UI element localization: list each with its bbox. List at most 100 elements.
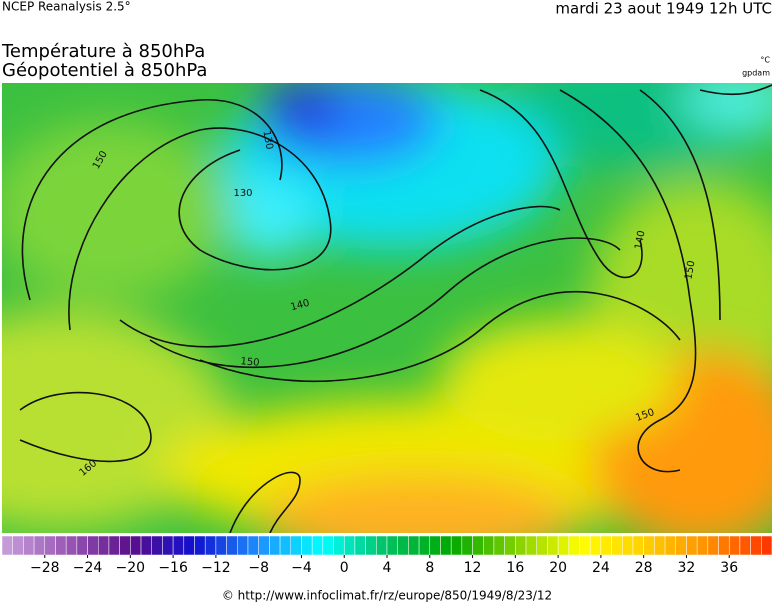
colorbar-cell [675,535,687,556]
colorbar-cell [247,535,259,556]
title-temperature: Température à 850hPa [1,41,205,62]
colorbar-cell [258,535,270,556]
colorbar-tick-label: 28 [635,560,653,576]
colorbar-cell [728,535,741,556]
colorbar-cell [183,535,195,556]
footer: © http://www.infoclimat.fr/rz/europe/850… [222,589,552,603]
colorbar-cell [600,535,612,556]
colorbar-cell [568,535,580,556]
temperature-field [2,83,772,533]
colorbar-cell [162,535,174,556]
colorbar-cell [483,535,495,556]
colorbar-cell [493,535,505,556]
colorbar-tick-label: 12 [464,560,482,576]
colorbar-cell [579,535,591,556]
colorbar-cell [418,535,431,556]
colorbar-cell [215,535,227,556]
colorbar-cell [397,535,409,556]
colorbar-tick-label: −8 [248,560,269,576]
title-geopotential: Géopotentiel à 850hPa [2,60,207,81]
colorbar-cell [611,535,623,556]
date: mardi 23 aout 1949 12h UTC [555,0,772,18]
colorbar-cell [632,535,644,556]
colorbar-cell [343,535,356,556]
colorbar-cell [761,535,773,556]
colorbar-cell [739,535,751,556]
colorbar-cell [151,535,163,556]
colorbar-cell [12,535,24,556]
colorbar-cell [515,535,527,556]
unit-temperature: °C [760,56,770,65]
colorbar-cell [226,535,238,556]
geopotential-contours [19,84,772,533]
colorbar-cell [87,535,99,556]
colorbar-cell [301,535,313,556]
colorbar-cell [365,535,377,556]
colorbar-cell [311,535,324,556]
colorbar-tick-label: −24 [73,560,103,576]
colorbar-cell [386,535,398,556]
source: NCEP Reanalysis 2.5° [2,0,131,14]
colorbar-tick-label: 20 [549,560,567,576]
colorbar-cell [557,535,570,556]
colorbar-cell [654,535,666,556]
contour-label: 140 [633,230,647,251]
colorbar-cell [461,535,473,556]
colorbar-cell [589,535,602,556]
colorbar-cell [290,535,302,556]
colorbar-cell [269,535,281,556]
colorbar-cell [750,535,762,556]
colorbar-cell [55,535,67,556]
colorbar-cell [1,535,13,556]
colorbar-cell [237,535,249,556]
colorbar-cell [140,535,152,556]
colorbar-cell [525,535,537,556]
colorbar-cell [44,535,56,556]
colorbar-cell [333,535,345,556]
colorbar-cell [536,535,548,556]
colorbar-cell [108,535,120,556]
colorbar-cell [504,535,516,556]
colorbar-cell [376,535,388,556]
colorbar-cell [622,535,634,556]
colorbar-cell [686,535,698,556]
colorbar-cell [33,535,46,556]
colorbar-tick-label: 16 [506,560,524,576]
colorbar-cell [172,535,185,556]
contour-label: 130 [233,188,252,199]
colorbar-cell [322,535,334,556]
colorbar-cell [119,535,131,556]
colorbar-tick-label: 32 [678,560,696,576]
colorbar-cell [450,535,463,556]
colorbar-cell [643,535,655,556]
colorbar-tick-label: −16 [158,560,188,576]
colorbar-tick-label: 4 [383,560,392,576]
colorbar-cell [440,535,452,556]
colorbar-cell [204,535,217,556]
colorbar-cell [408,535,420,556]
colorbar-cell [547,535,559,556]
colorbar-tick-label: −28 [30,560,60,576]
colorbar-cell [23,535,35,556]
colorbar-tick-label: −12 [201,560,231,576]
colorbar-cell [429,535,441,556]
colorbar-cell [76,535,88,556]
colorbar-cell [354,535,366,556]
colorbar-cell [279,535,291,556]
colorbar-cell [130,535,142,556]
contour-label: 130 [260,130,274,151]
colorbar-cell [664,535,676,556]
contour-label: 150 [683,260,697,281]
colorbar-tick-label: −4 [291,560,312,576]
colorbar-cell [696,535,709,556]
colorbar-cell [98,535,110,556]
colorbar-cell [707,535,719,556]
contour-label: 150 [240,356,260,369]
colorbar-cell [718,535,730,556]
colorbar-cell [65,535,78,556]
colorbar-tick-label: 8 [425,560,434,576]
colorbar-cell [472,535,484,556]
